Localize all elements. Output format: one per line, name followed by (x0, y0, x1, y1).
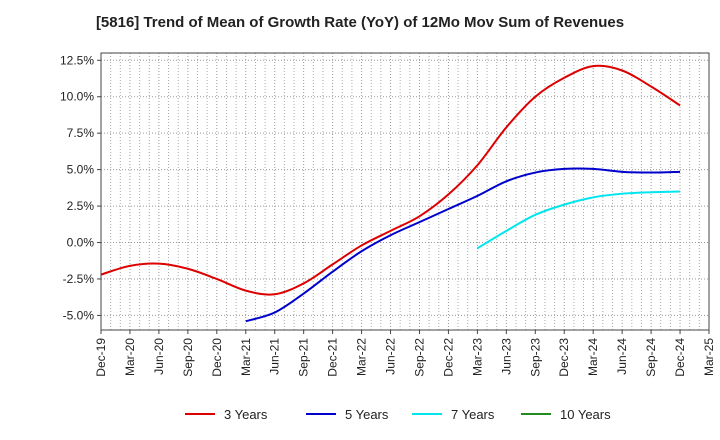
x-tick-label: Sep-22 (412, 338, 426, 377)
horizontal-grid (101, 59, 709, 316)
x-tick-label: Mar-22 (355, 338, 369, 376)
x-tick-label: Mar-25 (702, 338, 716, 376)
series-line-3-years (100, 64, 681, 296)
x-tick-label: Jun-20 (152, 338, 166, 375)
x-tick-label: Mar-20 (123, 338, 137, 376)
y-tick-label: 0.0% (67, 236, 95, 250)
x-tick-label: Sep-23 (528, 338, 542, 377)
plot-frame (100, 52, 710, 331)
legend-label-10-years: 10 Years (560, 407, 611, 422)
x-tick-label: Mar-23 (470, 338, 484, 376)
x-tick-label: Mar-21 (239, 338, 253, 376)
y-tick-label: 5.0% (67, 163, 95, 177)
series-line-5-years (245, 167, 681, 323)
y-tick-label: 7.5% (67, 126, 95, 140)
x-tick-label: Sep-21 (297, 338, 311, 377)
y-axis: -5.0% -2.5% 0.0% 2.5% 5.0% 7.5% 10.0% 12.5% (60, 53, 101, 322)
chart-title: [5816] Trend of Mean of Growth Rate (YoY… (95, 14, 625, 31)
y-tick-label: -5.0% (63, 308, 95, 322)
x-tick-label: Dec-22 (441, 338, 455, 377)
x-tick-label: Dec-24 (673, 338, 687, 377)
y-tick-label: -2.5% (63, 272, 95, 286)
x-tick-label: Dec-23 (557, 338, 571, 377)
legend-label-3-years: 3 Years (224, 407, 268, 422)
x-tick-label: Mar-24 (586, 338, 600, 376)
x-tick-label: Dec-19 (94, 338, 108, 377)
x-tick-label: Jun-24 (615, 338, 629, 375)
legend-label-7-years: 7 Years (451, 407, 495, 422)
plot-area (101, 53, 709, 330)
x-tick-label: Sep-24 (644, 338, 658, 377)
x-axis: Dec-19 Mar-20 Jun-20 Sep-20 Dec-20 Mar-21 Jun-… (94, 330, 716, 377)
x-tick-label: Sep-20 (181, 338, 195, 377)
x-tick-label: Dec-21 (326, 338, 340, 377)
y-tick-label: 12.5% (60, 53, 94, 67)
legend-label-5-years: 5 Years (345, 407, 389, 422)
series-lines (100, 64, 681, 323)
series-line-7-years (476, 190, 681, 250)
x-tick-label: Jun-21 (268, 338, 282, 375)
x-tick-label: Jun-22 (384, 338, 398, 375)
legend: 3 Years 5 Years 7 Years 10 Years (185, 407, 611, 422)
x-tick-label: Dec-20 (210, 338, 224, 377)
vertical-grid (110, 53, 700, 330)
y-tick-label: 2.5% (67, 199, 95, 213)
x-tick-label: Jun-23 (499, 338, 513, 375)
y-tick-label: 10.0% (60, 90, 94, 104)
